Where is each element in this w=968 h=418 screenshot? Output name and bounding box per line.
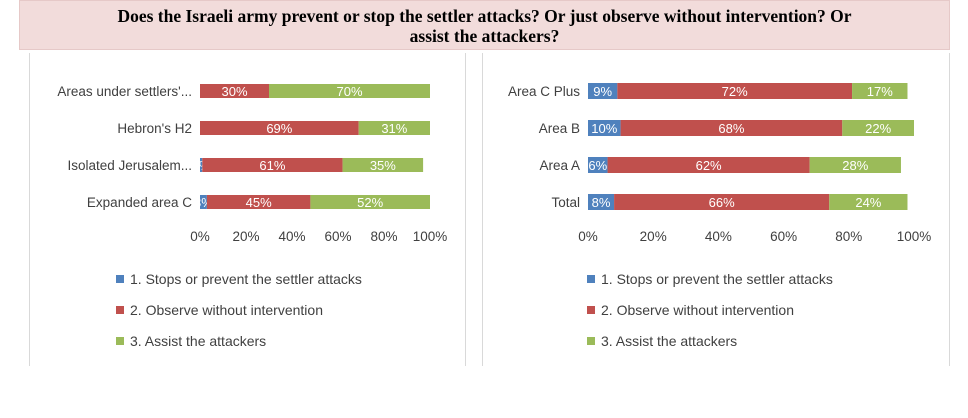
data-label-3: 17% [867, 84, 893, 99]
category-label: Area C Plus [508, 84, 580, 99]
title-line-2: assist the attackers? [409, 26, 560, 46]
data-label-1: 10% [591, 121, 617, 136]
bar-segment-3 [269, 84, 430, 98]
bar-segment-2 [607, 157, 810, 173]
bar-segment-2 [617, 83, 853, 99]
data-label-1: 9% [593, 84, 612, 99]
legend-swatch-3 [587, 337, 595, 345]
legend-label-1: 1. Stops or prevent the settler attacks [601, 271, 833, 287]
chart-left-svg: Areas under settlers'... 0% 30% 70% Hebron's… [57, 84, 448, 349]
legend-label-3: 3. Assist the attackers [130, 333, 266, 349]
data-label-2: 45% [246, 195, 272, 210]
data-label-3: 28% [842, 158, 868, 173]
data-label-3: 70% [336, 84, 362, 99]
x-tick-label: 80% [835, 229, 862, 244]
data-label-2: 68% [718, 121, 744, 136]
legend-label-1: 1. Stops or prevent the settler attacks [130, 271, 362, 287]
data-label-3: 31% [381, 121, 407, 136]
data-label-2: 61% [259, 158, 285, 173]
data-label-3: 24% [855, 195, 881, 210]
data-label-1: 8% [592, 195, 611, 210]
legend-label-2: 2. Observe without intervention [130, 302, 323, 318]
bar-segment-2 [200, 84, 269, 98]
bar-segment-2 [620, 120, 843, 136]
x-tick-label: 100% [413, 229, 448, 244]
legend-label-3: 3. Assist the attackers [601, 333, 737, 349]
bar-segment-1 [588, 83, 618, 99]
chart-right-svg: Area C Plus 9% 72% 17% Area B 10% 68% 22% Area A… [508, 83, 932, 349]
data-label-3: 22% [865, 121, 891, 136]
x-tick-label: 20% [232, 229, 259, 244]
chart-title: Does the Israeli army prevent or stop th… [19, 0, 950, 50]
bar-segment-3 [809, 157, 901, 173]
data-label-2: 30% [221, 84, 247, 99]
data-label-1: 6% [588, 158, 607, 173]
bar-segment-3 [852, 83, 908, 99]
category-label: Total [551, 195, 580, 210]
bar-segment-2 [614, 194, 830, 210]
title-line-1: Does the Israeli army prevent or stop th… [117, 6, 852, 26]
chart-panel-left: Areas under settlers'... 0% 30% 70% Hebron's… [29, 53, 466, 366]
bar-segment-2 [206, 195, 311, 209]
bar-segment-3 [310, 195, 430, 209]
bar-segment-3 [358, 121, 430, 135]
bar-segment-2 [202, 158, 343, 172]
chart-panel-right: Area C Plus 9% 72% 17% Area B 10% 68% 22% Area A… [482, 53, 950, 366]
category-label: Expanded area C [87, 195, 192, 210]
x-tick-label: 20% [640, 229, 667, 244]
data-label-2: 72% [722, 84, 748, 99]
bar-segment-2 [200, 121, 359, 135]
category-label: Hebron's H2 [117, 121, 192, 136]
legend-swatch-2 [116, 306, 124, 314]
bar-segment-3 [829, 194, 908, 210]
x-tick-label: 0% [190, 229, 210, 244]
data-label-3: 52% [357, 195, 383, 210]
bar-segment-1 [588, 157, 608, 173]
legend-swatch-3 [116, 337, 124, 345]
legend-swatch-2 [587, 306, 595, 314]
x-tick-label: 100% [897, 229, 932, 244]
bar-segment-1 [588, 120, 621, 136]
data-label-2: 66% [709, 195, 735, 210]
x-tick-label: 40% [705, 229, 732, 244]
data-label-2: 69% [266, 121, 292, 136]
x-tick-label: 0% [578, 229, 598, 244]
category-label: Isolated Jerusalem... [67, 158, 192, 173]
bar-segment-3 [342, 158, 424, 172]
bar-segment-1 [588, 194, 615, 210]
x-tick-label: 40% [278, 229, 305, 244]
bar-segment-1 [200, 195, 207, 209]
legend-swatch-1 [587, 275, 595, 283]
legend-swatch-1 [116, 275, 124, 283]
category-label: Area B [539, 121, 580, 136]
x-tick-label: 80% [370, 229, 397, 244]
data-label-2: 62% [696, 158, 722, 173]
x-tick-label: 60% [770, 229, 797, 244]
x-tick-label: 60% [324, 229, 351, 244]
legend-label-2: 2. Observe without intervention [601, 302, 794, 318]
bar-segment-1 [200, 158, 203, 172]
data-label-3: 35% [370, 158, 396, 173]
category-label: Area A [539, 158, 580, 173]
category-label: Areas under settlers'... [57, 84, 192, 99]
bar-segment-3 [842, 120, 914, 136]
